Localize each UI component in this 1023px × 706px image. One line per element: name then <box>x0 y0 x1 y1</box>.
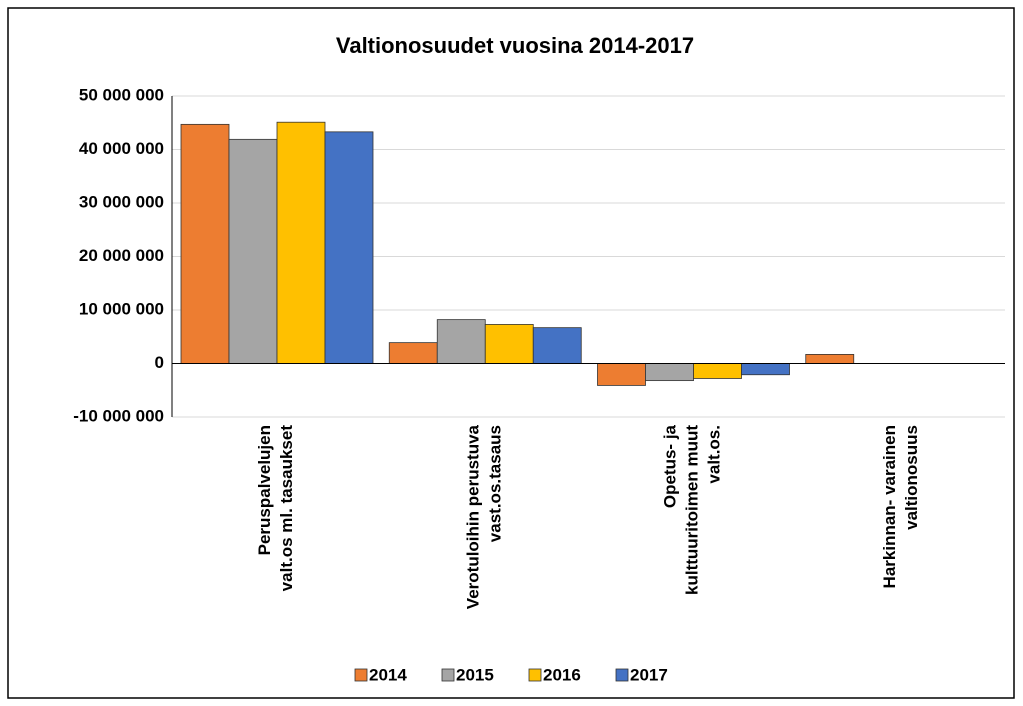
legend-swatch <box>441 668 455 682</box>
bar <box>180 123 230 364</box>
x-tick-label: Peruspalvelujen valt.os ml. tasaukset <box>255 425 296 592</box>
y-tick-label: -10 000 000 <box>73 406 164 425</box>
x-tick-label-line: valt.os. <box>705 425 724 484</box>
bar <box>276 121 326 364</box>
bar <box>484 324 534 364</box>
x-tick-label-line: valt.os ml. tasaukset <box>277 425 296 592</box>
chart-title: Valtionosuudet vuosina 2014-2017 <box>336 33 694 58</box>
bar <box>532 327 582 364</box>
bar <box>645 363 694 382</box>
x-tick-label-line: valtionosuus <box>902 425 921 530</box>
y-tick-label: 0 <box>155 353 164 372</box>
y-tick-label: 20 000 000 <box>79 246 164 265</box>
x-tick-label-line: kulttuuritoimen muut <box>683 425 702 595</box>
x-tick-label: Verotuloihin perustuva vast.os.tasaus <box>464 424 505 609</box>
bar <box>597 363 646 386</box>
bar <box>693 363 742 379</box>
x-tick-label-line: Harkinnan- varainen <box>880 425 899 588</box>
bar <box>228 138 278 364</box>
bar <box>741 363 790 376</box>
legend-swatch <box>615 668 629 682</box>
legend-swatch <box>354 668 368 682</box>
x-tick-label: Opetus- ja kulttuuritoimen muut valt.os. <box>661 424 724 595</box>
legend-label: 2014 <box>369 665 407 684</box>
bar <box>324 131 374 364</box>
x-tick-label-line: Opetus- ja <box>661 424 680 508</box>
legend-swatch <box>528 668 542 682</box>
bar <box>388 342 438 364</box>
y-tick-label: 40 000 000 <box>79 139 164 158</box>
x-tick-label: Harkinnan- varainen valtionosuus <box>880 425 921 588</box>
y-tick-label: 50 000 000 <box>79 85 164 104</box>
y-tick-label: 30 000 000 <box>79 192 164 211</box>
x-tick-label-line: vast.os.tasaus <box>486 425 505 542</box>
bar <box>805 354 855 364</box>
x-tick-label-line: Peruspalvelujen <box>255 425 274 555</box>
legend-label: 2015 <box>456 665 494 684</box>
x-tick-label-line: Verotuloihin perustuva <box>464 424 483 609</box>
legend-label: 2017 <box>630 665 668 684</box>
y-tick-label: 10 000 000 <box>79 299 164 318</box>
legend-label: 2016 <box>543 665 581 684</box>
bar <box>436 319 486 364</box>
